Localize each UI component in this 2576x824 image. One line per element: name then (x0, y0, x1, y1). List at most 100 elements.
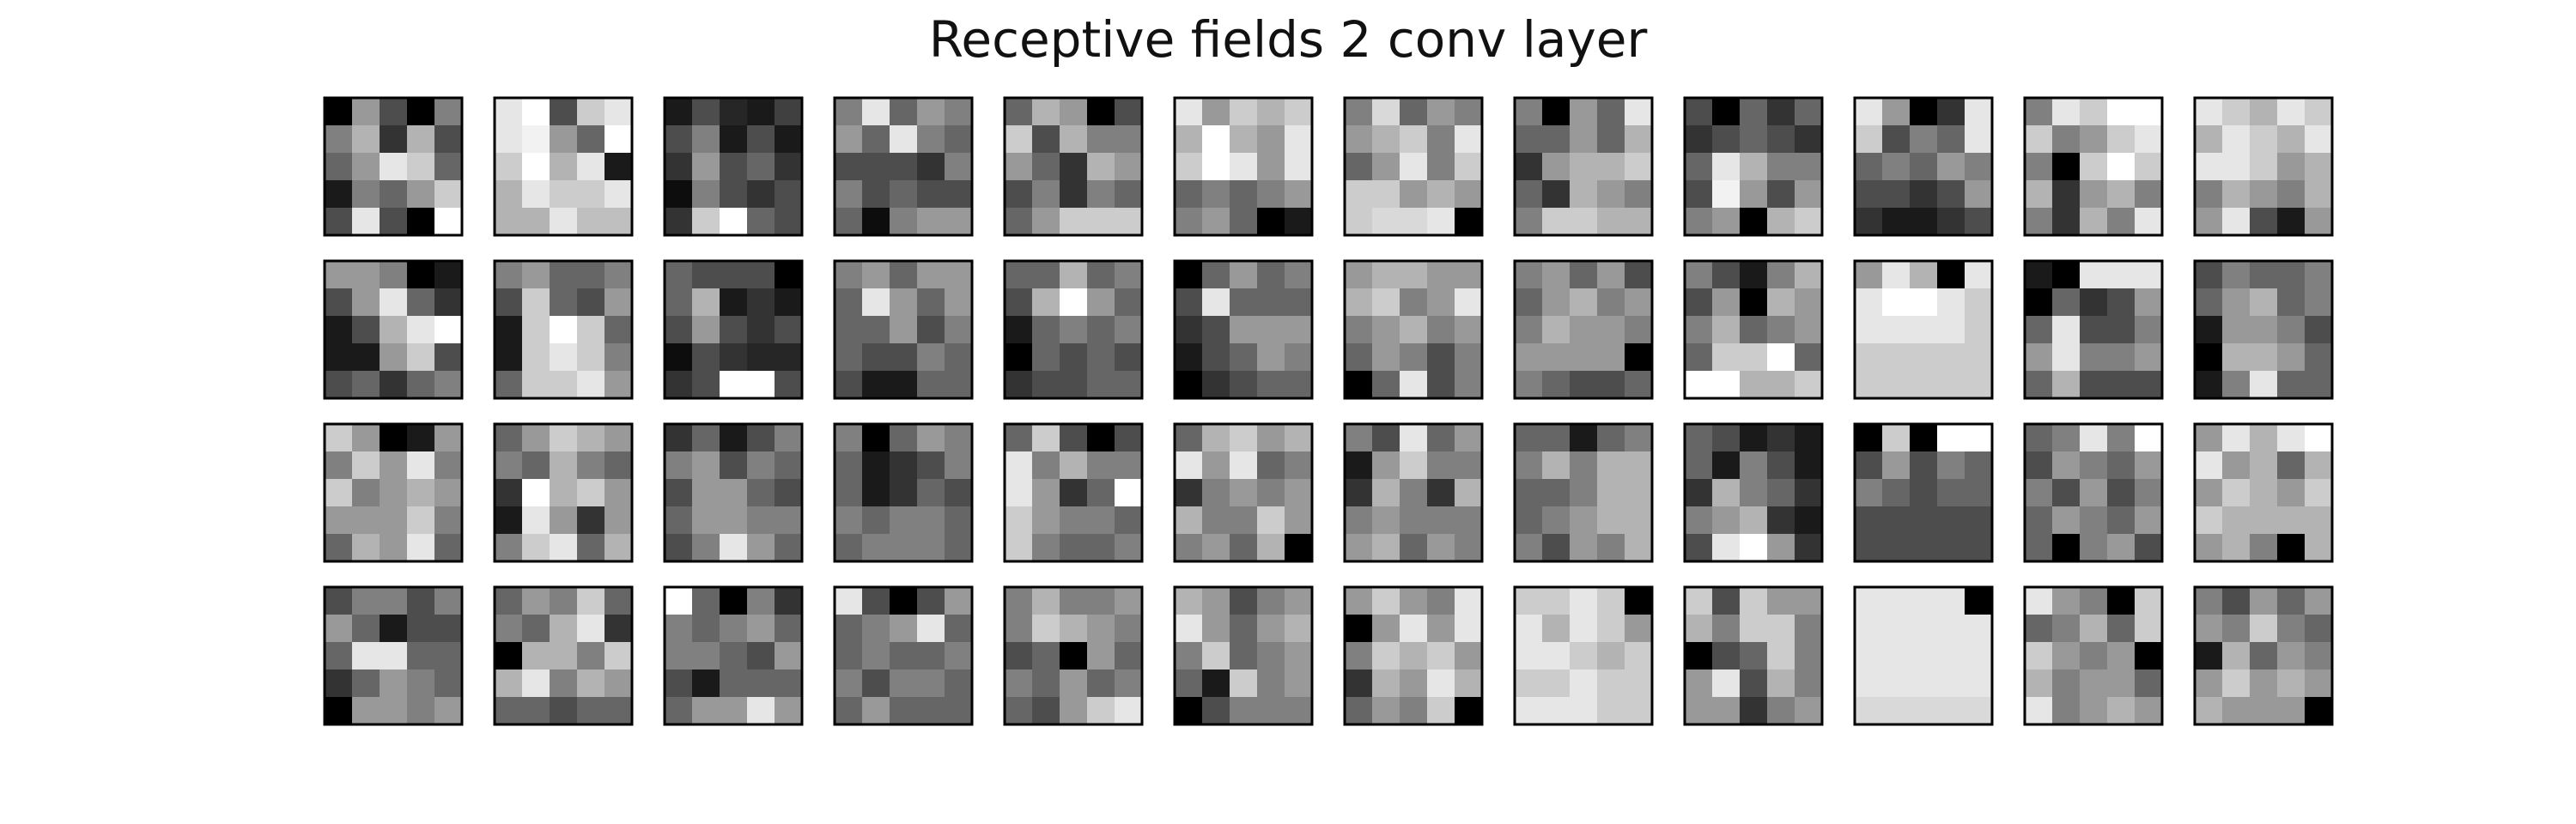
pixel (407, 670, 435, 698)
pixel (605, 371, 633, 399)
pixel (407, 343, 435, 372)
pixel (1175, 642, 1203, 670)
pixel (407, 153, 435, 181)
filter-3-5 (1003, 422, 1144, 563)
pixel (1910, 451, 1938, 480)
pixel (1060, 288, 1088, 317)
pixel (1087, 125, 1115, 154)
pixel (1795, 587, 1823, 615)
pixel (2277, 451, 2306, 480)
pixel (1175, 424, 1203, 452)
pixel (1937, 587, 1965, 615)
pixel (665, 615, 693, 643)
pixel (692, 697, 720, 725)
pixel (495, 261, 523, 289)
pixel (1230, 153, 1258, 181)
pixel (1625, 125, 1653, 154)
pixel (434, 316, 463, 344)
pixel (495, 180, 523, 209)
pixel (605, 208, 633, 236)
pixel (775, 534, 803, 562)
pixel (2052, 451, 2081, 480)
pixel (1882, 506, 1911, 535)
pixel (1372, 642, 1400, 670)
pixel (775, 343, 803, 372)
pixel (1285, 261, 1313, 289)
pixel (1740, 479, 1768, 507)
pixel (1855, 424, 1883, 452)
pixel (917, 316, 945, 344)
pixel (2222, 479, 2251, 507)
filter-3-3 (663, 422, 804, 563)
pixel (1542, 343, 1571, 372)
pixel (1515, 288, 1543, 317)
pixel (2135, 451, 2163, 480)
pixel (2052, 98, 2081, 126)
pixel (2277, 371, 2306, 399)
pixel (1685, 587, 1713, 615)
pixel (1712, 371, 1741, 399)
pixel (352, 424, 380, 452)
pixel (2080, 343, 2108, 372)
pixel (1965, 343, 1993, 372)
pixel (862, 261, 890, 289)
pixel (835, 506, 863, 535)
pixel (1345, 424, 1373, 452)
pixel (1570, 670, 1598, 698)
pixel (2080, 642, 2108, 670)
pixel (495, 697, 523, 725)
filter-1-9 (1683, 96, 1824, 237)
pixel (352, 451, 380, 480)
pixel (577, 343, 605, 372)
pixel (1685, 371, 1713, 399)
pixel (407, 506, 435, 535)
pixel (1855, 506, 1883, 535)
pixel (665, 288, 693, 317)
pixel (1740, 451, 1768, 480)
pixel (862, 506, 890, 535)
pixel (605, 288, 633, 317)
pixel (1427, 208, 1455, 236)
pixel (1005, 587, 1033, 615)
pixel (577, 371, 605, 399)
pixel (1230, 343, 1258, 372)
pixel (380, 479, 408, 507)
pixel (2135, 153, 2163, 181)
pixel (434, 506, 463, 535)
pixel (1230, 506, 1258, 535)
pixel (945, 343, 973, 372)
pixel (1685, 615, 1713, 643)
pixel (380, 316, 408, 344)
filter-frame (663, 422, 804, 563)
pixel (1285, 208, 1313, 236)
pixel (550, 697, 578, 725)
pixel (1685, 670, 1713, 698)
pixel (862, 615, 890, 643)
pixel (1570, 208, 1598, 236)
pixel (407, 208, 435, 236)
pixel (2305, 261, 2333, 289)
pixel (720, 697, 748, 725)
filter-frame (1683, 96, 1824, 237)
pixel (1965, 98, 1993, 126)
pixel (522, 479, 550, 507)
filter-2-11 (2023, 259, 2164, 400)
pixel (1087, 670, 1115, 698)
pixel (1005, 697, 1033, 725)
pixel (862, 642, 890, 670)
pixel (1115, 180, 1143, 209)
pixel (1455, 343, 1483, 372)
pixel (1570, 153, 1598, 181)
pixel (720, 180, 748, 209)
filter-frame (2023, 585, 2164, 726)
pixel (1005, 98, 1033, 126)
pixel (1625, 371, 1653, 399)
pixel (407, 479, 435, 507)
pixel (1882, 125, 1911, 154)
pixel (1740, 343, 1768, 372)
pixel (380, 506, 408, 535)
pixel (917, 670, 945, 698)
pixel (1372, 424, 1400, 452)
pixel (665, 642, 693, 670)
pixel (495, 506, 523, 535)
